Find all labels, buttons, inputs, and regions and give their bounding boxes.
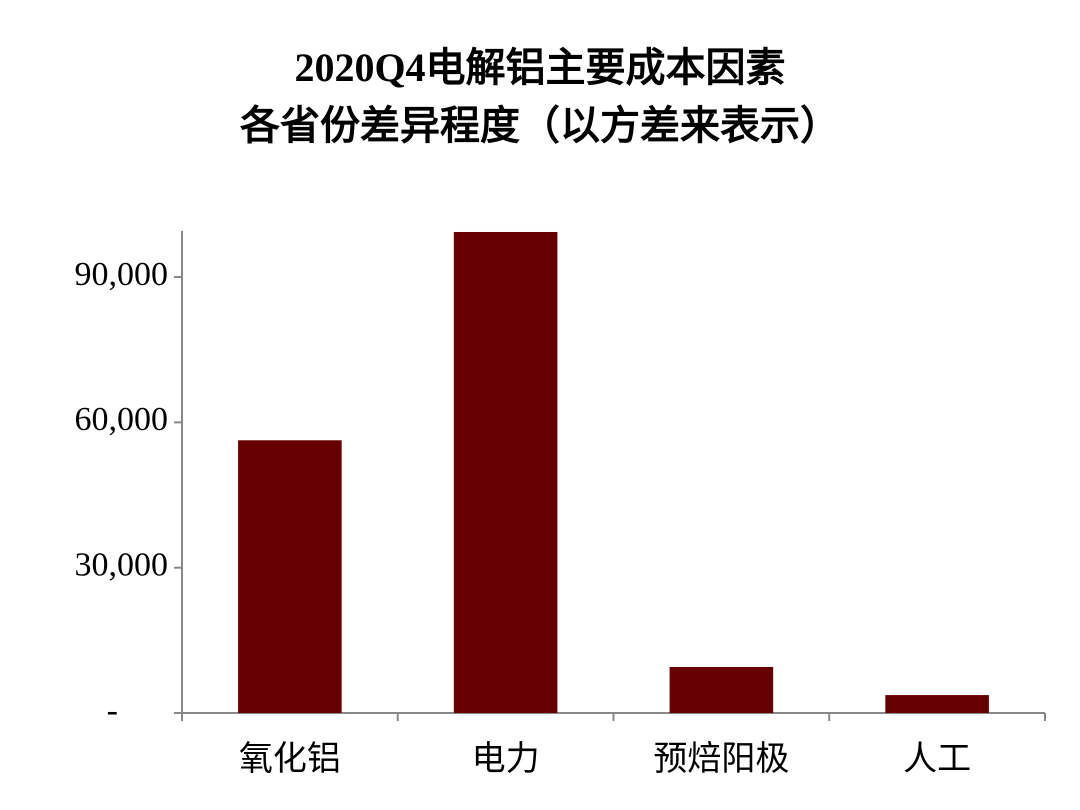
bar	[238, 440, 342, 713]
y-tick-label: -	[107, 692, 118, 729]
x-tick-label: 人工	[903, 741, 971, 778]
x-tick-label: 氧化铝	[239, 740, 341, 778]
y-tick-label: 60,000	[75, 401, 169, 438]
bar	[885, 695, 989, 713]
y-tick-label: 90,000	[75, 256, 169, 293]
bar	[669, 666, 774, 713]
y-tick-label: 30,000	[75, 546, 169, 583]
chart-title: 2020Q4电解铝主要成本因素	[294, 45, 785, 90]
chart-title: 各省份差异程度（以方差来表示）	[240, 103, 840, 148]
bar	[453, 231, 558, 714]
x-tick-label: 电力	[472, 740, 540, 778]
x-tick-label: 预焙阳极	[653, 740, 789, 778]
